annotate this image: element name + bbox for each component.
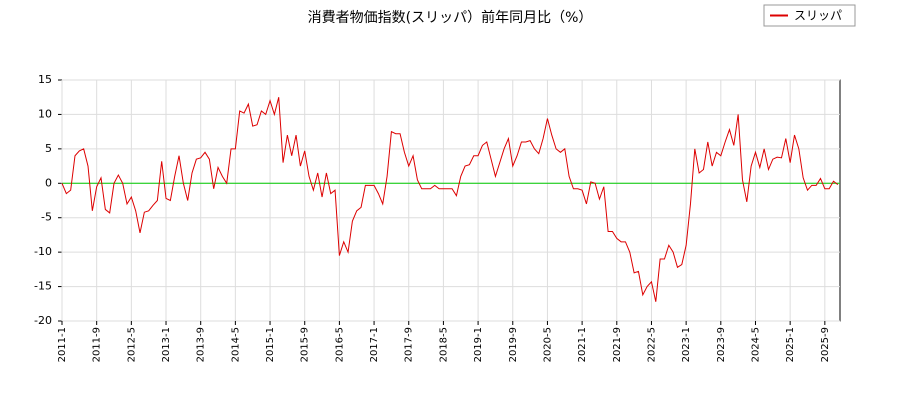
y-tick-label: -5 — [41, 211, 52, 224]
x-tick-label: 2015-1 — [265, 327, 276, 362]
y-tick-label: 10 — [38, 107, 52, 120]
x-tick-label: 2017-1 — [369, 327, 380, 362]
x-tick-label: 2021-1 — [577, 327, 588, 362]
x-tick-label: 2017-9 — [404, 327, 415, 362]
x-tick-label: 2011-9 — [92, 327, 103, 362]
y-tick-label: 0 — [45, 176, 52, 189]
x-tick-label: 2025-1 — [785, 327, 796, 362]
y-tick-label: -10 — [34, 245, 52, 258]
x-tick-label: 2015-9 — [300, 327, 311, 362]
x-tick-label: 2019-9 — [508, 327, 519, 362]
x-tick-label: 2013-1 — [161, 327, 172, 362]
x-tick-label: 2011-1 — [57, 327, 68, 362]
x-tick-label: 2025-9 — [820, 327, 831, 362]
legend-label: スリッパ — [794, 9, 842, 23]
y-tick-label: -20 — [34, 314, 52, 327]
x-tick-label: 2012-5 — [126, 327, 137, 362]
x-tick-label: 2020-5 — [542, 327, 553, 362]
x-tick-label: 2023-1 — [681, 327, 692, 362]
x-tick-label: 2024-5 — [750, 327, 761, 362]
y-tick-label: 5 — [45, 142, 52, 155]
chart-title: 消費者物価指数(スリッパ）前年同月比（%） — [308, 9, 593, 26]
x-tick-label: 2023-9 — [716, 327, 727, 362]
legend-box — [763, 4, 856, 27]
x-tick-label: 2013-9 — [196, 327, 207, 362]
x-tick-label: 2014-5 — [230, 327, 241, 362]
x-tick-label: 2018-5 — [438, 327, 449, 362]
x-tick-label: 2016-5 — [334, 327, 345, 362]
y-tick-label: -15 — [34, 280, 52, 293]
x-tick-label: 2019-1 — [473, 327, 484, 362]
data-line — [61, 97, 839, 302]
x-tick-label: 2022-5 — [646, 327, 657, 362]
x-tick-label: 2021-9 — [612, 327, 623, 362]
y-tick-label: 15 — [38, 73, 52, 86]
